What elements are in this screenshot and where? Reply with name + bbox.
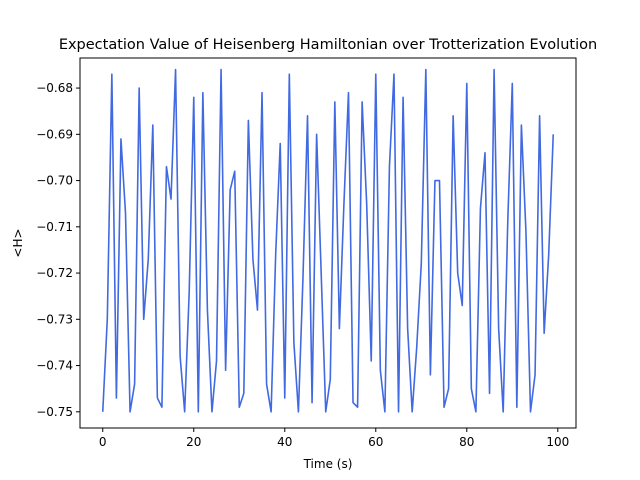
y-tick-label: −0.74: [36, 359, 73, 373]
x-tick-label: 20: [186, 435, 201, 449]
x-axis-ticks: 0 20 40 60 80 100: [99, 428, 569, 449]
y-tick-label: −0.70: [36, 174, 73, 188]
y-tick-label: −0.71: [36, 220, 73, 234]
x-tick-label: 60: [368, 435, 383, 449]
x-tick-label: 0: [99, 435, 107, 449]
series-line-group: [101, 68, 555, 413]
x-axis-label: Time (s): [303, 457, 353, 471]
y-tick-label: −0.69: [36, 127, 73, 141]
y-axis-label: <H>: [11, 228, 25, 257]
series-line-0: [101, 68, 555, 413]
y-axis-ticks: −0.75 −0.74 −0.73 −0.72 −0.71 −0.70 −0.69 −0.68: [36, 81, 80, 419]
plot-frame: [79, 57, 577, 429]
y-tick-label: −0.72: [36, 266, 73, 280]
x-tick-label: 80: [459, 435, 474, 449]
x-tick-label: 100: [546, 435, 569, 449]
chart-title: Expectation Value of Heisenberg Hamilton…: [59, 37, 597, 53]
y-tick-label: −0.68: [36, 81, 73, 95]
y-tick-label: −0.73: [36, 312, 73, 326]
x-tick-label: 40: [277, 435, 292, 449]
y-tick-label: −0.75: [36, 405, 73, 419]
